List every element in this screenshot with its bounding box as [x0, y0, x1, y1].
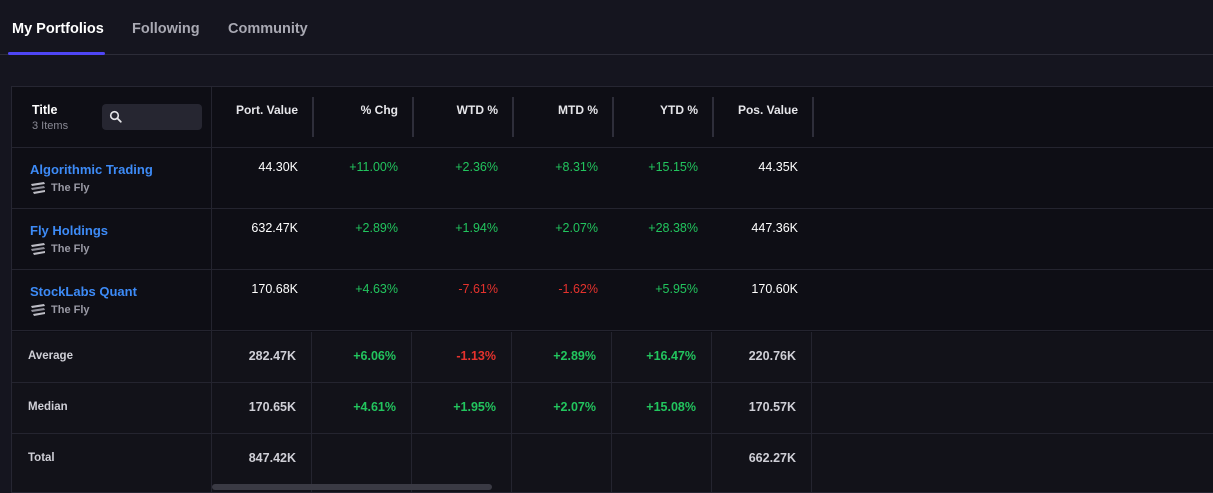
- summary-column-divider: [511, 332, 512, 492]
- summary-column-divider: [611, 332, 612, 492]
- port-value-cell: 170.65K: [248, 400, 296, 414]
- wtd-cell: -1.13%: [456, 349, 496, 363]
- column-header-wtd[interactable]: WTD %: [456, 103, 498, 117]
- wtd-cell: -7.61%: [458, 282, 498, 296]
- portfolio-owner: The Fly: [30, 181, 90, 195]
- ytd-cell: +16.47%: [646, 349, 696, 363]
- tab-my-portfolios[interactable]: My Portfolios: [12, 21, 104, 37]
- mtd-cell: +2.89%: [553, 349, 596, 363]
- mtd-cell: -1.62%: [558, 282, 598, 296]
- row-divider: [12, 382, 1213, 383]
- the-fly-logo-icon: [31, 182, 45, 194]
- summary-label: Median: [28, 401, 68, 413]
- portfolio-name-link[interactable]: Algorithmic Trading: [30, 162, 153, 177]
- mtd-cell: +2.07%: [553, 400, 596, 414]
- title-column-divider: [211, 87, 212, 492]
- wtd-cell: +1.95%: [453, 400, 496, 414]
- column-resize-handle[interactable]: [312, 97, 314, 137]
- pos-value-cell: 447.36K: [751, 221, 798, 235]
- wtd-cell: +2.36%: [455, 160, 498, 174]
- tab-community[interactable]: Community: [228, 21, 308, 37]
- pct-chg-cell: +2.89%: [355, 221, 398, 235]
- column-header-pct-chg[interactable]: % Chg: [360, 103, 398, 117]
- the-fly-logo-icon: [31, 243, 45, 255]
- summary-column-divider: [711, 332, 712, 492]
- row-divider: [12, 208, 1213, 209]
- mtd-cell: +2.07%: [555, 221, 598, 235]
- port-value-cell: 632.47K: [251, 221, 298, 235]
- column-resize-handle[interactable]: [412, 97, 414, 137]
- search-icon: [109, 110, 122, 123]
- pct-chg-cell: +4.61%: [353, 400, 396, 414]
- port-value-cell: 847.42K: [248, 451, 296, 465]
- portfolio-owner: The Fly: [30, 303, 90, 317]
- column-resize-handle[interactable]: [512, 97, 514, 137]
- ytd-cell: +28.38%: [648, 221, 698, 235]
- summary-column-divider: [311, 332, 312, 492]
- portfolio-name-link[interactable]: StockLabs Quant: [30, 284, 137, 299]
- summary-label: Average: [28, 350, 73, 362]
- summary-column-divider: [811, 332, 812, 492]
- summary-label: Total: [28, 452, 55, 464]
- ytd-cell: +15.15%: [648, 160, 698, 174]
- pct-chg-cell: +6.06%: [353, 349, 396, 363]
- header-divider: [12, 147, 1213, 148]
- wtd-cell: +1.94%: [455, 221, 498, 235]
- owner-name: The Fly: [51, 304, 90, 316]
- active-tab-indicator: [8, 52, 105, 55]
- the-fly-logo-icon: [31, 304, 45, 316]
- item-count: 3 Items: [32, 120, 69, 132]
- row-divider: [12, 330, 1213, 331]
- summary-band-median: [12, 383, 1213, 434]
- pct-chg-cell: +11.00%: [349, 160, 398, 174]
- column-header-ytd[interactable]: YTD %: [659, 103, 698, 117]
- column-header-pos-value[interactable]: Pos. Value: [737, 103, 798, 117]
- row-divider: [12, 269, 1213, 270]
- summary-band-total: [12, 434, 1213, 492]
- horizontal-scrollbar[interactable]: [212, 484, 492, 490]
- pos-value-cell: 44.35K: [758, 160, 798, 174]
- title-column-header[interactable]: Title: [32, 103, 58, 117]
- ytd-cell: +15.08%: [646, 400, 696, 414]
- pos-value-cell: 662.27K: [748, 451, 796, 465]
- port-value-cell: 282.47K: [248, 349, 296, 363]
- column-resize-handle[interactable]: [712, 97, 714, 137]
- tab-following[interactable]: Following: [132, 21, 200, 37]
- pct-chg-cell: +4.63%: [355, 282, 398, 296]
- column-header-port-value[interactable]: Port. Value: [235, 103, 298, 117]
- pos-value-cell: 170.60K: [751, 282, 798, 296]
- column-resize-handle[interactable]: [612, 97, 614, 137]
- column-header-mtd[interactable]: MTD %: [558, 103, 598, 117]
- owner-name: The Fly: [51, 182, 90, 194]
- portfolio-name-link[interactable]: Fly Holdings: [30, 223, 108, 238]
- row-divider: [12, 433, 1213, 434]
- pos-value-cell: 170.57K: [748, 400, 796, 414]
- ytd-cell: +5.95%: [655, 282, 698, 296]
- mtd-cell: +8.31%: [555, 160, 598, 174]
- portfolio-table: Title 3 Items Port. Value % Chg WTD % MT…: [11, 86, 1213, 493]
- port-value-cell: 44.30K: [258, 160, 298, 174]
- owner-name: The Fly: [51, 243, 90, 255]
- summary-column-divider: [411, 332, 412, 492]
- summary-band-average: [12, 332, 1213, 383]
- portfolio-tabs: My Portfolios Following Community: [0, 0, 1213, 55]
- pos-value-cell: 220.76K: [748, 349, 796, 363]
- portfolio-owner: The Fly: [30, 242, 90, 256]
- port-value-cell: 170.68K: [251, 282, 298, 296]
- column-resize-handle[interactable]: [812, 97, 814, 137]
